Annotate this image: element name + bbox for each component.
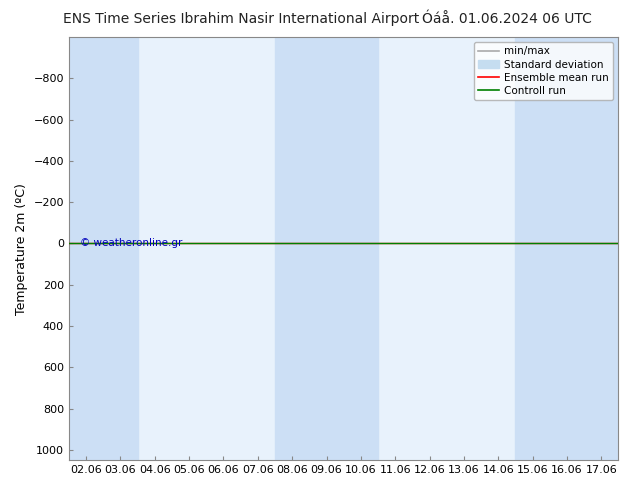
Y-axis label: Temperature 2m (ºC): Temperature 2m (ºC): [15, 183, 28, 315]
Text: © weatheronline.gr: © weatheronline.gr: [80, 239, 183, 248]
Bar: [103, 37, 138, 460]
Bar: [275, 37, 309, 460]
Bar: [69, 37, 103, 460]
Bar: [344, 37, 378, 460]
Bar: [550, 37, 584, 460]
Bar: [584, 37, 619, 460]
Text: Óáå. 01.06.2024 06 UTC: Óáå. 01.06.2024 06 UTC: [422, 12, 592, 26]
Bar: [515, 37, 550, 460]
Text: ENS Time Series Ibrahim Nasir International Airport: ENS Time Series Ibrahim Nasir Internatio…: [63, 12, 419, 26]
Bar: [309, 37, 344, 460]
Legend: min/max, Standard deviation, Ensemble mean run, Controll run: min/max, Standard deviation, Ensemble me…: [474, 42, 613, 100]
